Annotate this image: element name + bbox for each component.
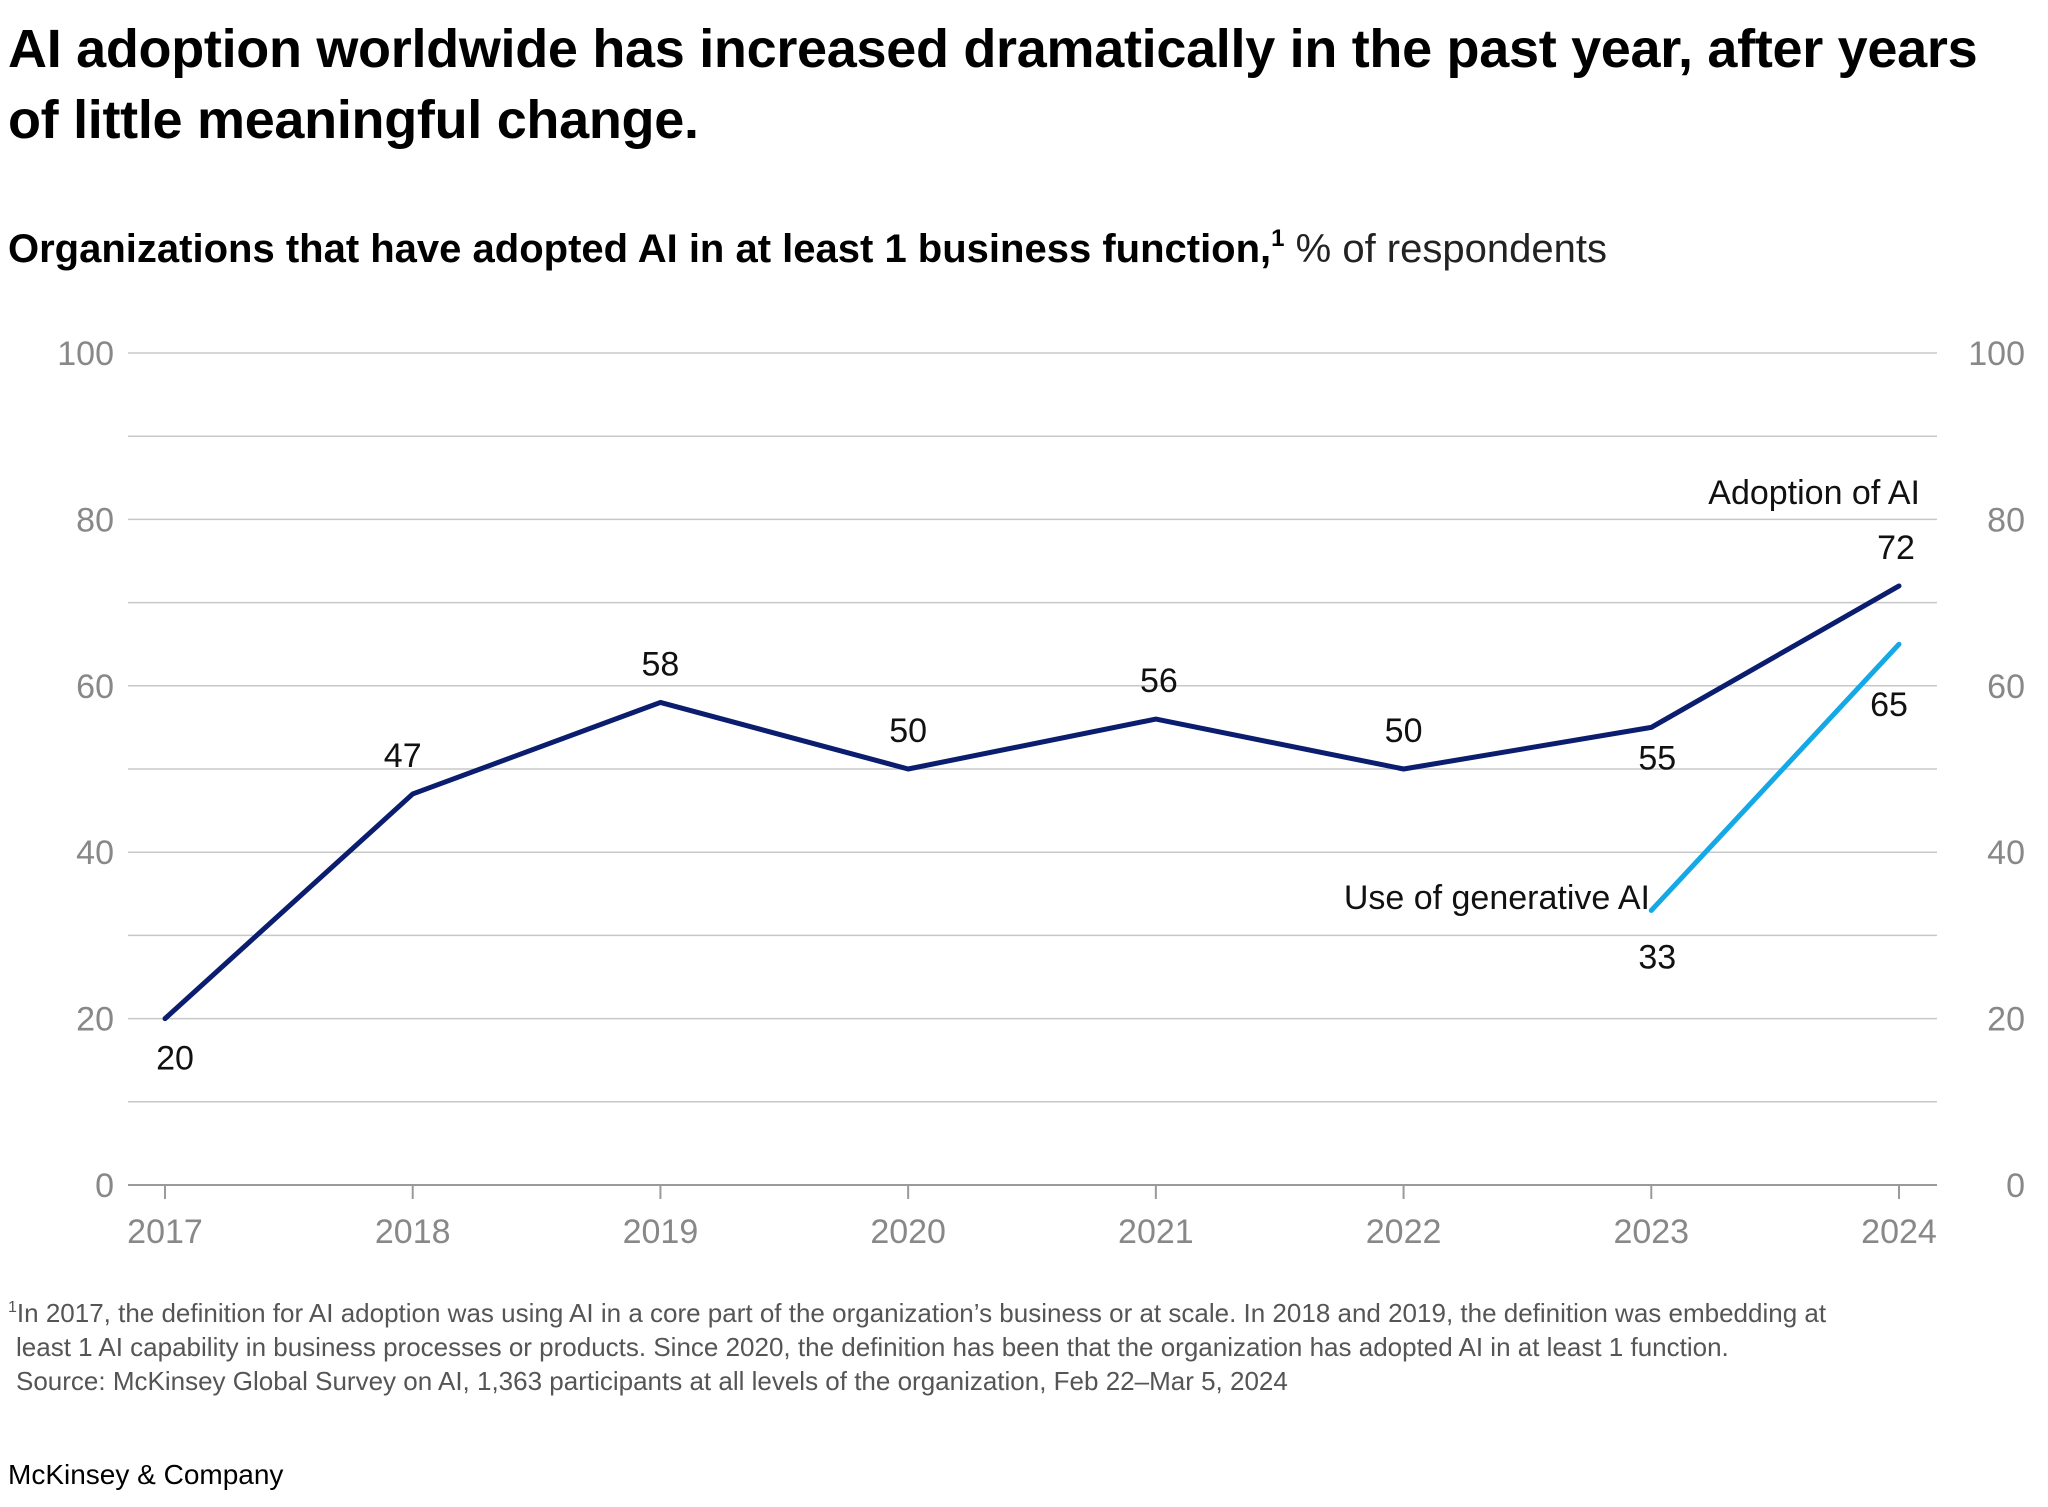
- y-tick-left-0: 0: [95, 1167, 114, 1205]
- chart-subtitle: Organizations that have adopted AI in at…: [8, 224, 1607, 274]
- data-label-generative-2023: 33: [1638, 938, 1676, 976]
- footnote-line-1: 1In 2017, the definition for AI adoption…: [8, 1296, 2038, 1330]
- data-labels: 20 47 58 50 56 50 55 72 33 65 Adoption of AI Use of…: [156, 474, 1920, 1078]
- y-axis-ticks: 0 0 20 20 40 40 60 60 80 80 100 100: [57, 335, 2025, 1205]
- x-tick-label-2017: 2017: [127, 1213, 203, 1251]
- footnote-source: Source: McKinsey Global Survey on AI, 1,…: [16, 1366, 1288, 1396]
- x-tick-label-2018: 2018: [375, 1213, 451, 1251]
- data-label-adoption-2022: 50: [1385, 712, 1423, 750]
- brand-logo-text: McKinsey & Company: [8, 1459, 284, 1490]
- footnote-text-1: In 2017, the definition for AI adoption …: [16, 1298, 1827, 1328]
- y-tick-right-80: 80: [1987, 501, 2025, 539]
- series-line-adoption: [162, 583, 1902, 1022]
- series-line-generative: [1648, 641, 1902, 913]
- y-tick-left-20: 20: [76, 1001, 114, 1039]
- headline: AI adoption worldwide has increased dram…: [8, 19, 1978, 150]
- data-label-adoption-2018: 47: [384, 737, 422, 775]
- x-tick-label-2020: 2020: [870, 1213, 946, 1251]
- data-label-adoption-2020: 50: [889, 712, 927, 750]
- data-label-adoption-2019: 58: [642, 645, 680, 683]
- y-tick-right-20: 20: [1987, 1001, 2025, 1039]
- subtitle-footnote-marker: 1: [1271, 225, 1285, 252]
- x-tick-label-2024: 2024: [1861, 1213, 1937, 1251]
- subtitle-bold: Organizations that have adopted AI in at…: [8, 227, 1272, 271]
- x-axis: 2017 2018 2019 2020 2021 2022 2023 2024: [127, 1184, 1937, 1251]
- series-label-adoption: Adoption of AI: [1708, 474, 1920, 512]
- y-tick-left-40: 40: [76, 834, 114, 872]
- footnote-marker: 1: [8, 1299, 17, 1316]
- data-label-adoption-2021: 56: [1140, 662, 1178, 700]
- y-tick-left-60: 60: [76, 668, 114, 706]
- series-label-generative: Use of generative AI: [1344, 879, 1650, 917]
- y-tick-right-100: 100: [1968, 335, 2025, 373]
- series-lines: [162, 583, 1902, 1022]
- y-tick-right-40: 40: [1987, 834, 2025, 872]
- x-tick-label-2023: 2023: [1613, 1213, 1689, 1251]
- footnote-line-2: least 1 AI capability in business proces…: [16, 1332, 1729, 1362]
- y-tick-left-80: 80: [76, 501, 114, 539]
- subtitle-unit: % of respondents: [1284, 227, 1607, 271]
- y-tick-right-60: 60: [1987, 668, 2025, 706]
- data-label-adoption-2017: 20: [156, 1040, 194, 1078]
- data-label-adoption-2023: 55: [1638, 739, 1676, 777]
- x-tick-label-2022: 2022: [1366, 1213, 1442, 1251]
- y-tick-right-0: 0: [2006, 1167, 2025, 1205]
- gridlines: [128, 352, 1937, 1103]
- x-tick-label-2019: 2019: [623, 1213, 699, 1251]
- x-tick-label-2021: 2021: [1118, 1213, 1194, 1251]
- data-label-generative-2024: 65: [1870, 686, 1908, 724]
- footnote: 1In 2017, the definition for AI adoption…: [8, 1296, 2038, 1398]
- y-tick-left-100: 100: [57, 335, 114, 373]
- data-label-adoption-2024: 72: [1877, 529, 1915, 567]
